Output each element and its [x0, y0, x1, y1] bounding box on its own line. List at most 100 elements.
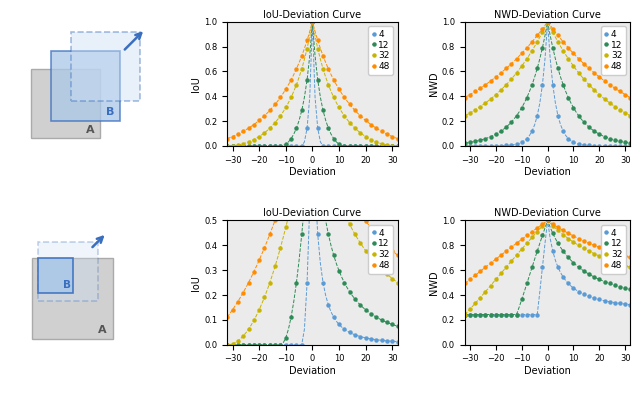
32 [461, 312, 468, 317]
48 [372, 232, 380, 237]
4 [223, 342, 231, 347]
12 [308, 19, 316, 24]
32 [223, 143, 231, 148]
32 [549, 30, 557, 35]
32 [314, 122, 321, 127]
12 [263, 143, 271, 148]
32 [510, 256, 518, 260]
48 [308, 19, 316, 24]
32 [314, 46, 321, 51]
4 [510, 142, 518, 147]
48 [388, 134, 396, 139]
32 [263, 128, 271, 133]
12 [500, 127, 508, 132]
Line: 48: 48 [226, 95, 399, 319]
32 [544, 218, 552, 223]
X-axis label: Deviation: Deviation [289, 167, 336, 177]
32 [500, 268, 508, 273]
12 [500, 312, 508, 317]
12 [549, 45, 557, 50]
4 [510, 312, 518, 317]
32 [531, 44, 538, 49]
X-axis label: Deviation: Deviation [524, 167, 571, 177]
Title: IoU-Deviation Curve: IoU-Deviation Curve [263, 9, 362, 20]
12 [531, 257, 538, 262]
12 [544, 218, 552, 223]
48 [372, 126, 380, 130]
48 [627, 255, 634, 260]
4 [500, 312, 508, 317]
Y-axis label: NWD: NWD [429, 71, 439, 96]
48 [274, 210, 282, 215]
4 [295, 342, 303, 347]
4 [223, 143, 231, 148]
Text: B: B [106, 107, 114, 117]
48 [461, 281, 468, 286]
48 [627, 95, 634, 100]
4 [372, 337, 380, 342]
48 [544, 19, 552, 24]
12 [627, 287, 634, 292]
48 [223, 315, 231, 320]
12 [531, 74, 538, 79]
4 [627, 143, 634, 148]
4 [372, 143, 380, 148]
Bar [38, 242, 98, 301]
Y-axis label: IoU: IoU [191, 76, 202, 92]
4 [606, 299, 614, 304]
Line: 48: 48 [463, 20, 632, 99]
32 [394, 280, 401, 285]
48 [308, 94, 316, 98]
12 [461, 312, 468, 317]
Line: 32: 32 [463, 219, 632, 316]
12 [627, 141, 634, 145]
4 [308, 19, 316, 24]
32 [223, 342, 231, 347]
4 [461, 312, 468, 317]
Legend: 4, 12, 32, 48: 4, 12, 32, 48 [601, 225, 626, 274]
48 [314, 38, 321, 43]
Title: NWD-Deviation Curve: NWD-Deviation Curve [494, 208, 601, 218]
12 [510, 117, 518, 121]
12 [223, 342, 231, 347]
12 [606, 281, 614, 286]
12 [308, 94, 316, 98]
Line: 48: 48 [463, 219, 632, 285]
4 [461, 143, 468, 148]
Line: 12: 12 [226, 95, 399, 346]
4 [549, 82, 557, 87]
4 [388, 339, 396, 344]
4 [544, 218, 552, 223]
32 [531, 232, 538, 237]
32 [388, 143, 396, 148]
12 [314, 160, 321, 165]
Bar [51, 52, 120, 121]
12 [274, 342, 282, 347]
4 [621, 302, 629, 307]
Line: 12: 12 [463, 20, 632, 145]
32 [627, 265, 634, 269]
X-axis label: Deviation: Deviation [289, 366, 336, 376]
4 [394, 339, 401, 344]
12 [388, 143, 396, 148]
12 [295, 258, 303, 262]
12 [372, 315, 380, 320]
12 [263, 342, 271, 347]
48 [295, 60, 303, 65]
12 [314, 78, 321, 82]
48 [621, 92, 629, 97]
4 [388, 143, 396, 148]
48 [223, 136, 231, 141]
Text: A: A [98, 325, 107, 335]
X-axis label: Deviation: Deviation [524, 366, 571, 376]
Bar [70, 32, 140, 101]
Y-axis label: NWD: NWD [429, 270, 439, 295]
4 [531, 312, 538, 317]
12 [621, 140, 629, 145]
Title: IoU-Deviation Curve: IoU-Deviation Curve [263, 208, 362, 218]
12 [606, 136, 614, 141]
12 [394, 143, 401, 148]
12 [223, 143, 231, 148]
Line: 4: 4 [463, 20, 632, 147]
48 [621, 254, 629, 258]
